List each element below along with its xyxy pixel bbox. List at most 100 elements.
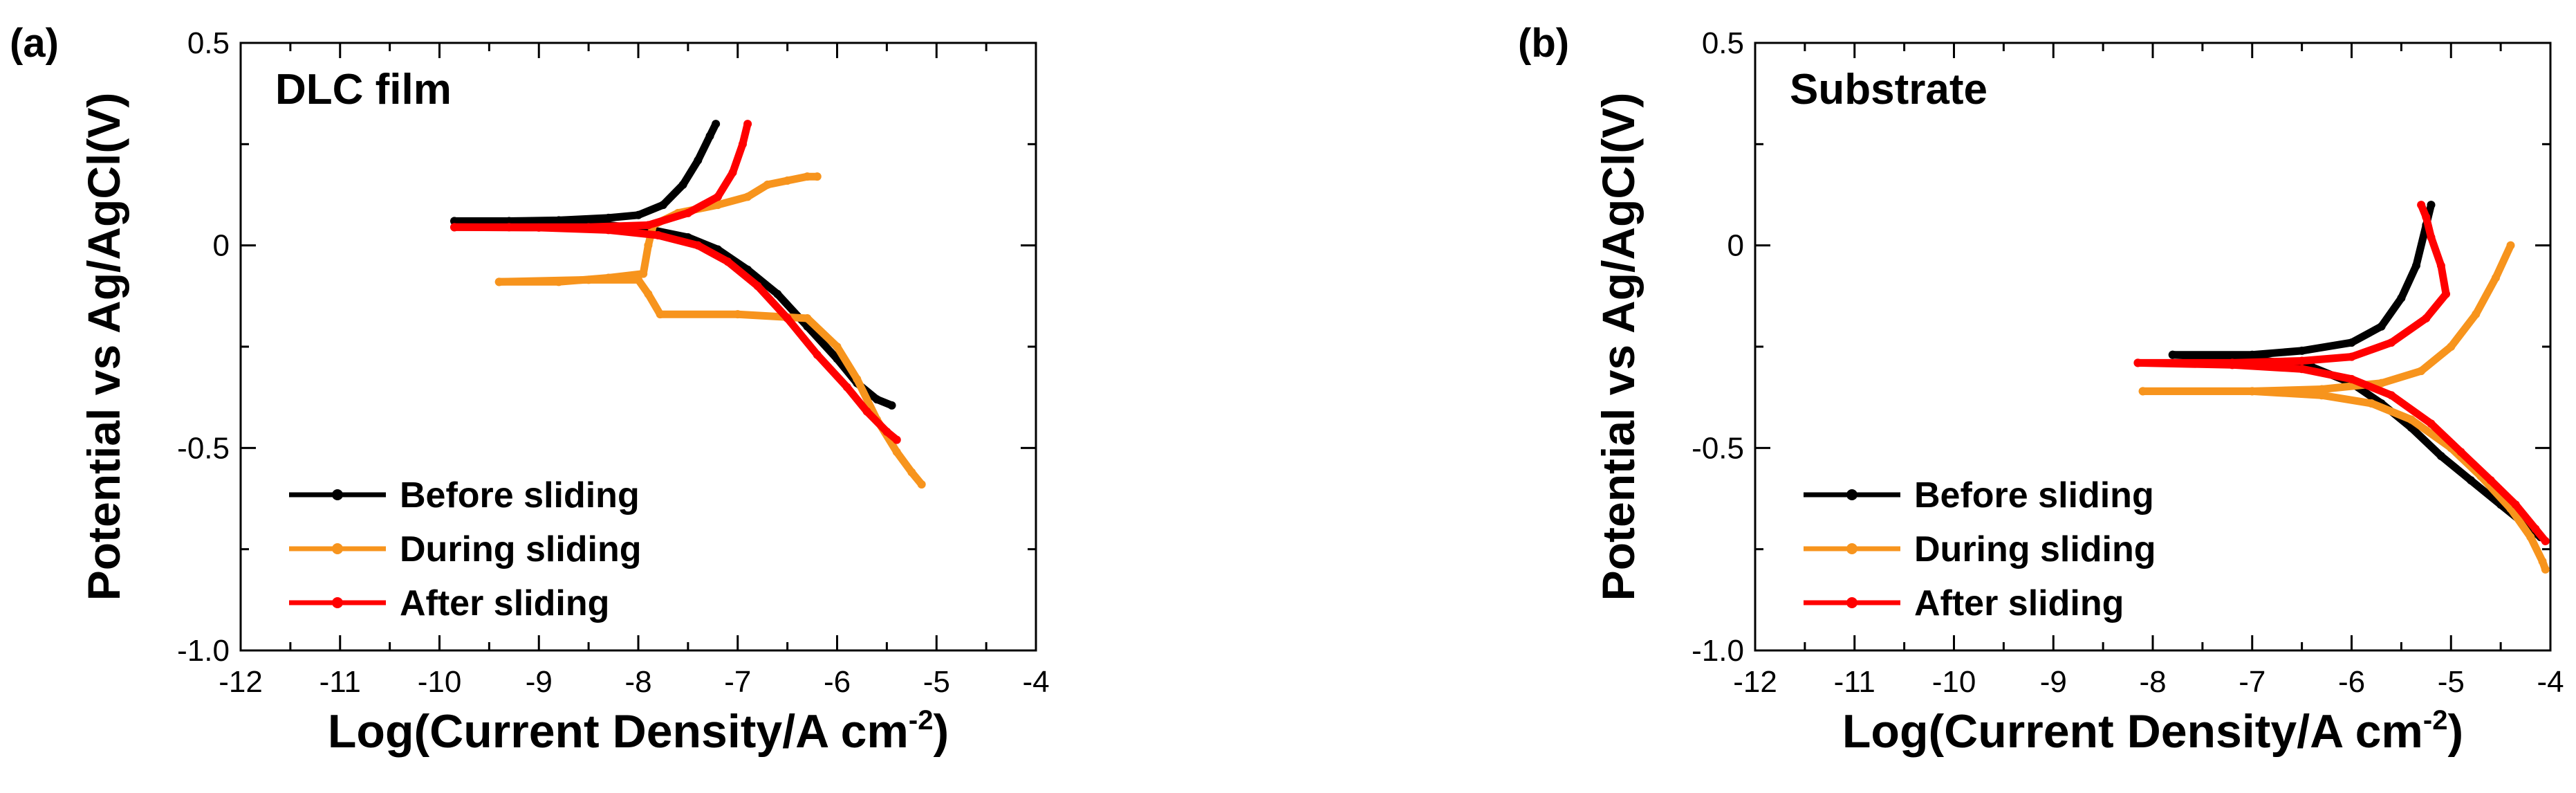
data-point: [494, 277, 503, 286]
data-point: [907, 468, 916, 477]
anodic-branch-line: [450, 120, 720, 225]
data-point: [2491, 273, 2500, 282]
data-point: [2411, 261, 2420, 270]
data-point: [535, 223, 544, 232]
x-tick-label: -12: [219, 665, 263, 699]
data-point: [892, 448, 901, 457]
data-point: [2138, 387, 2147, 396]
data-point: [2422, 212, 2431, 221]
x-tick-label: -5: [2438, 665, 2465, 699]
x-tick-label: -8: [2139, 665, 2166, 699]
data-point: [694, 241, 703, 250]
data-point: [654, 231, 662, 240]
data-point: [2506, 241, 2515, 250]
series-during-sliding: [2138, 241, 2550, 574]
x-tick-label: -11: [1834, 665, 1875, 699]
data-point: [853, 374, 862, 383]
data-point: [2387, 391, 2396, 400]
x-tick-label: -12: [1733, 665, 1777, 699]
data-point: [2133, 358, 2142, 367]
x-tick-label: -6: [824, 665, 851, 699]
data-point: [733, 310, 742, 319]
data-point: [2317, 385, 2326, 394]
legend-label: After sliding: [1914, 583, 2124, 623]
data-point: [2436, 452, 2445, 461]
series-after-sliding: [2133, 201, 2550, 545]
data-point: [2377, 322, 2386, 331]
legend-label: Before sliding: [400, 475, 640, 516]
data-point: [803, 172, 812, 181]
data-point: [773, 289, 782, 298]
data-point: [644, 241, 653, 250]
x-tick-label: -9: [2040, 665, 2067, 699]
data-point: [728, 168, 737, 177]
data-point: [2387, 338, 2396, 347]
x-tick-label: -5: [923, 665, 950, 699]
x-tick-label: -8: [624, 665, 651, 699]
data-point: [833, 343, 842, 351]
legend-marker: [1846, 597, 1857, 608]
data-point: [712, 120, 721, 129]
data-point: [2347, 352, 2356, 361]
data-point: [2317, 391, 2326, 400]
data-point: [2442, 289, 2451, 298]
data-point: [2168, 350, 2177, 359]
x-tick-label: -7: [724, 665, 751, 699]
data-point: [2367, 399, 2376, 408]
x-axis-label: Log(Current Density/A cm-2): [328, 705, 949, 758]
legend-marker: [1846, 543, 1857, 554]
y-axis-label: Potential vs Ag/AgCl(V): [1593, 93, 1644, 601]
data-point: [2297, 356, 2306, 365]
legend-label: During sliding: [1914, 529, 2156, 569]
chart-title: Substrate: [1790, 66, 1987, 113]
data-point: [738, 140, 747, 149]
chart-title: DLC film: [275, 66, 452, 113]
data-point: [450, 217, 459, 226]
data-point: [887, 401, 896, 410]
data-point: [714, 201, 722, 210]
data-point: [753, 282, 762, 291]
data-point: [783, 314, 792, 323]
data-point: [644, 289, 653, 298]
data-point: [694, 156, 703, 165]
data-point: [2377, 379, 2386, 388]
panel-label: (a): [10, 21, 59, 66]
data-point: [658, 201, 667, 210]
data-point: [2347, 374, 2356, 383]
y-tick-label: -1.0: [1692, 634, 1744, 668]
x-tick-label: -7: [2239, 665, 2265, 699]
legend-marker: [332, 489, 343, 500]
data-point: [2248, 387, 2257, 396]
data-point: [813, 350, 822, 359]
data-point: [584, 275, 593, 284]
y-tick-label: 0.5: [187, 26, 230, 60]
data-point: [2397, 293, 2406, 302]
data-point: [862, 407, 871, 416]
data-point: [2531, 525, 2540, 534]
y-tick-label: -1.0: [177, 634, 230, 668]
data-point: [842, 383, 851, 392]
data-point: [678, 180, 687, 189]
data-point: [683, 208, 692, 217]
chart-panel-b: (b) -12 -11 -10 -9 -8 -7 -6 -5 -4 0.5 0 -0.5 -1.0 Log(…: [1518, 21, 2564, 758]
data-point: [2228, 361, 2236, 370]
anodic-branch-line: [2133, 201, 2450, 367]
cathodic-branch-line: [2139, 387, 2550, 574]
y-axis-label: Potential vs Ag/AgCl(V): [78, 93, 129, 601]
data-point: [743, 192, 752, 201]
data-point: [2427, 201, 2436, 210]
data-point: [705, 131, 714, 140]
data-point: [604, 213, 613, 222]
data-point: [2541, 536, 2550, 545]
legend-label: During sliding: [400, 529, 642, 569]
data-point: [803, 314, 812, 323]
data-point: [2467, 476, 2475, 485]
data-point: [604, 226, 613, 235]
data-point: [2486, 476, 2495, 485]
y-tick-label: 0: [213, 229, 230, 263]
data-point: [882, 427, 891, 436]
data-point: [873, 395, 881, 404]
x-tick-label: -9: [526, 665, 553, 699]
data-point: [723, 257, 732, 266]
